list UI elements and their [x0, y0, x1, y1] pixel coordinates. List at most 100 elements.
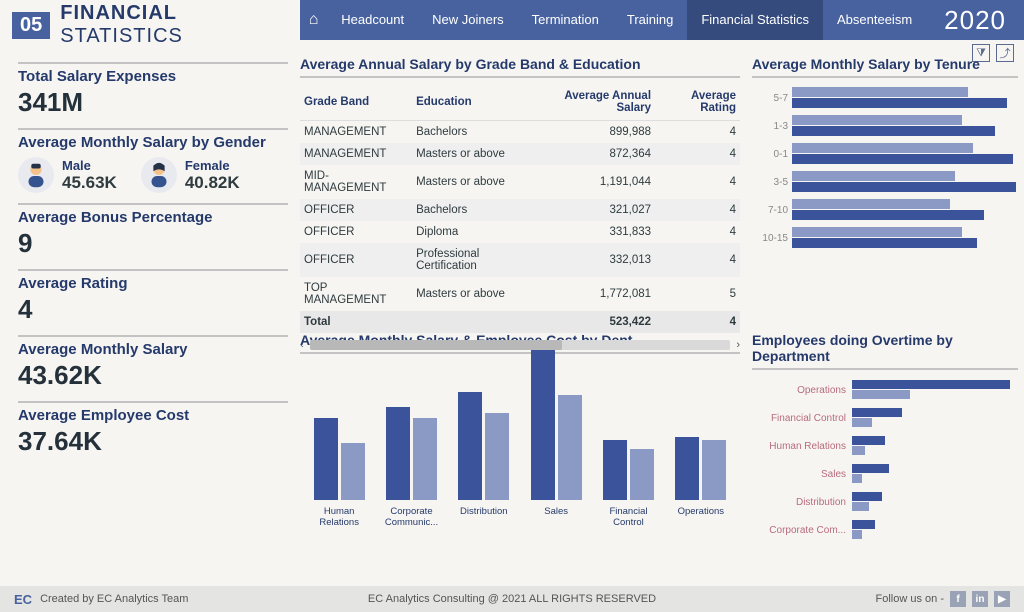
female-avatar-icon [141, 157, 177, 193]
dept-bar-a [675, 437, 699, 500]
tenure-label: 1-3 [752, 121, 788, 132]
dept-bar-a [603, 440, 627, 500]
footer-copyright: EC Analytics Consulting @ 2021 ALL RIGHT… [368, 593, 656, 605]
dept-group: Corporate Communic... [378, 350, 444, 530]
youtube-icon[interactable]: ▶ [994, 591, 1010, 607]
nav-item-new-joiners[interactable]: New Joiners [418, 0, 518, 40]
table-row[interactable]: OFFICERDiploma331,8334 [300, 221, 740, 243]
dept-bar-a [314, 418, 338, 501]
overtime-bar-a [852, 436, 885, 445]
footer: EC Created by EC Analytics Team EC Analy… [0, 586, 1024, 612]
dept-bar-a [386, 407, 410, 500]
dept-group: Human Relations [306, 350, 372, 530]
salary-table-card: Average Annual Salary by Grade Band & Ed… [300, 56, 740, 326]
tenure-label: 7-10 [752, 205, 788, 216]
table-row[interactable]: MANAGEMENTMasters or above872,3644 [300, 143, 740, 165]
tenure-label: 10-15 [752, 233, 788, 244]
male-avatar-icon [18, 157, 54, 193]
dept-group: Distribution [451, 350, 517, 530]
table-scrollbar[interactable]: ‹ › [300, 339, 740, 351]
dept-label: Operations [678, 506, 724, 530]
nav-item-training[interactable]: Training [613, 0, 687, 40]
nav-item-termination[interactable]: Termination [518, 0, 613, 40]
dept-label: Sales [544, 506, 568, 530]
table-header: Grade Band [300, 84, 412, 121]
dept-label: Distribution [460, 506, 508, 530]
female-label: Female [185, 158, 240, 173]
dept-group: Financial Control [595, 350, 661, 530]
kpi-monthly-label: Average Monthly Salary [18, 341, 282, 358]
overtime-bar-b [852, 446, 865, 455]
overtime-row: Corporate Com... [752, 516, 1018, 544]
overtime-bar-a [852, 492, 882, 501]
overtime-label: Sales [752, 469, 852, 480]
overtime-bar-b [852, 418, 872, 427]
tenure-bar-b [792, 210, 984, 220]
tenure-bar-a [792, 227, 962, 237]
tenure-row: 3-5 [752, 168, 1018, 196]
tenure-label: 0-1 [752, 149, 788, 160]
tenure-bar-a [792, 143, 973, 153]
dept-bar-b [558, 395, 582, 500]
dept-group: Sales [523, 350, 589, 530]
nav-item-headcount[interactable]: Headcount [327, 0, 418, 40]
page-title-light: STATISTICS [60, 25, 183, 47]
overtime-bar-b [852, 390, 910, 399]
salary-table-title: Average Annual Salary by Grade Band & Ed… [300, 56, 740, 78]
overtime-bar-b [852, 530, 862, 539]
overtime-label: Distribution [752, 497, 852, 508]
table-row[interactable]: OFFICERProfessional Certification332,013… [300, 243, 740, 277]
overtime-label: Financial Control [752, 413, 852, 424]
overtime-bar-b [852, 502, 869, 511]
salary-table: Grade BandEducationAverage Annual Salary… [300, 84, 740, 333]
dept-label: Corporate Communic... [378, 506, 444, 530]
tenure-bar-b [792, 238, 977, 248]
dept-chart-card: Average Monthly Salary & Employee Cost b… [300, 332, 740, 584]
tenure-chart-card: Average Monthly Salary by Tenure 5-71-30… [752, 56, 1018, 326]
facebook-icon[interactable]: f [950, 591, 966, 607]
male-label: Male [62, 158, 117, 173]
overtime-label: Corporate Com... [752, 525, 852, 536]
tenure-bar-a [792, 115, 962, 125]
nav-item-financial-statistics[interactable]: Financial Statistics [687, 0, 823, 40]
table-row[interactable]: TOP MANAGEMENTMasters or above1,772,0815 [300, 277, 740, 311]
tenure-row: 7-10 [752, 196, 1018, 224]
tenure-bar-a [792, 199, 950, 209]
kpi-gender-label: Average Monthly Salary by Gender [18, 134, 282, 151]
dept-bar-a [458, 392, 482, 500]
nav-item-absenteeism[interactable]: Absenteeism [823, 0, 926, 40]
kpi-total-salary-label: Total Salary Expenses [18, 68, 282, 85]
table-header: Education [412, 84, 536, 121]
tenure-label: 5-7 [752, 93, 788, 104]
footer-logo: EC [14, 592, 32, 607]
kpi-empcost-label: Average Employee Cost [18, 407, 282, 424]
page-title: FINANCIAL STATISTICS [60, 2, 288, 48]
table-row[interactable]: OFFICERBachelors321,0274 [300, 199, 740, 221]
page-title-bold: FINANCIAL [60, 2, 177, 24]
dept-group: Operations [668, 350, 734, 530]
overtime-label: Operations [752, 385, 852, 396]
table-row[interactable]: MANAGEMENTBachelors899,9884 [300, 121, 740, 144]
tenure-row: 5-7 [752, 84, 1018, 112]
overtime-bar-a [852, 380, 1010, 389]
overtime-label: Human Relations [752, 441, 852, 452]
overtime-bar-b [852, 474, 862, 483]
footer-follow: Follow us on - [876, 593, 944, 605]
overtime-row: Distribution [752, 488, 1018, 516]
kpi-rating-label: Average Rating [18, 275, 282, 292]
home-icon[interactable]: ⌂ [300, 11, 327, 29]
tenure-bar-b [792, 154, 1013, 164]
table-row[interactable]: MID-MANAGEMENTMasters or above1,191,0444 [300, 165, 740, 199]
linkedin-icon[interactable]: in [972, 591, 988, 607]
gender-female: Female 40.82K [141, 157, 240, 193]
dept-bar-a [531, 350, 555, 500]
top-nav: ⌂ HeadcountNew JoinersTerminationTrainin… [300, 0, 1024, 40]
overtime-chart-title: Employees doing Overtime by Department [752, 332, 1018, 370]
gender-male: Male 45.63K [18, 157, 117, 193]
kpi-empcost-value: 37.64K [18, 426, 282, 457]
overtime-bar-a [852, 408, 902, 417]
kpi-bonus-label: Average Bonus Percentage [18, 209, 282, 226]
dept-bar-b [341, 443, 365, 500]
male-value: 45.63K [62, 173, 117, 193]
overtime-bar-a [852, 520, 875, 529]
